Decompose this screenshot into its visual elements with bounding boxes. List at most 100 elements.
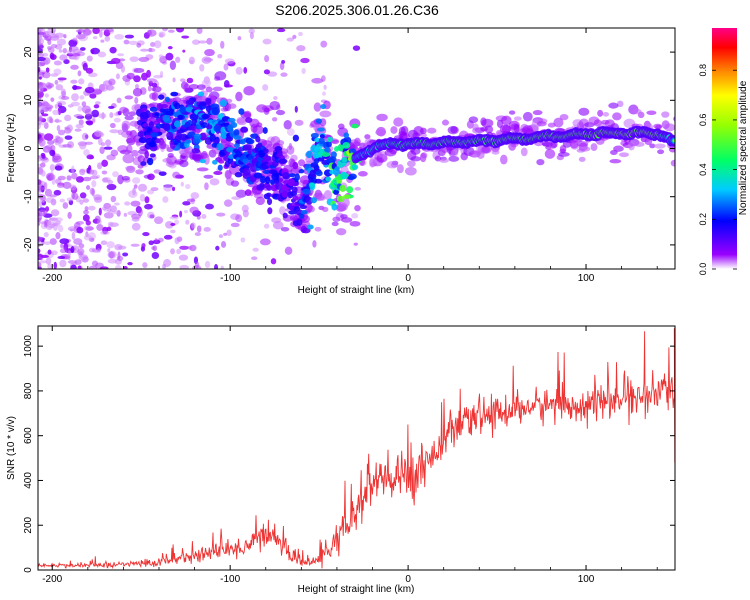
spectral-noise-blob bbox=[75, 123, 84, 129]
spectral-noise-blob bbox=[100, 230, 110, 235]
spectral-noise-blob bbox=[39, 109, 45, 113]
spectral-noise-blob bbox=[67, 250, 72, 257]
spectral-noise-blob bbox=[96, 248, 101, 253]
spectral-noise-blob bbox=[92, 36, 98, 40]
spectral-noise-blob bbox=[38, 179, 42, 185]
spectral-envelope-blob bbox=[255, 196, 265, 206]
spectral-ridge-blob bbox=[262, 148, 269, 154]
snr-y-tick-label: 200 bbox=[23, 516, 34, 533]
spectral-envelope-blob bbox=[189, 84, 199, 90]
spectral-noise-blob bbox=[151, 251, 160, 260]
spectral-ridge-blob bbox=[179, 106, 187, 114]
spectral-ridge-blob bbox=[342, 194, 351, 199]
spectral-noise-blob bbox=[67, 226, 78, 232]
spectral-ridge-blob bbox=[336, 195, 345, 202]
spectral-noise-blob bbox=[58, 49, 63, 53]
spectral-envelope-blob bbox=[166, 155, 177, 165]
spectral-ridge-blob bbox=[328, 156, 337, 163]
spectral-noise-blob bbox=[199, 64, 205, 72]
spectral-ridge-blob bbox=[253, 172, 263, 179]
spectral-noise-blob bbox=[322, 91, 326, 96]
spectral-noise-blob bbox=[183, 209, 188, 214]
spectral-ridge-blob bbox=[166, 131, 174, 140]
spectral-ridge-blob bbox=[262, 127, 268, 134]
spectral-envelope-blob bbox=[256, 122, 263, 128]
spectral-envelope-blob bbox=[269, 100, 281, 111]
spectral-ridge-blob bbox=[302, 188, 311, 195]
spectral-noise-blob bbox=[38, 37, 45, 45]
spectral-envelope-blob bbox=[472, 127, 482, 134]
spectral-noise-blob bbox=[213, 170, 223, 176]
spectral-ridge-blob bbox=[242, 167, 251, 176]
snr-y-tick-label: 600 bbox=[23, 427, 34, 444]
spectral-ridge-blob bbox=[316, 127, 325, 132]
spectral-envelope-blob bbox=[559, 113, 569, 121]
spectral-envelope-blob bbox=[577, 141, 589, 148]
spectral-noise-blob bbox=[49, 164, 56, 171]
spectral-noise-blob bbox=[133, 75, 141, 83]
spectral-noise-blob bbox=[179, 210, 183, 218]
spectral-noise-blob bbox=[83, 234, 93, 241]
spectral-ridge-blob bbox=[150, 132, 159, 138]
spectral-noise-blob bbox=[50, 174, 56, 180]
spectral-envelope-blob bbox=[609, 159, 622, 164]
spectral-noise-blob bbox=[89, 155, 94, 160]
spectral-noise-blob bbox=[109, 46, 117, 54]
spectral-ridge-blob bbox=[246, 138, 255, 145]
spectral-envelope-blob bbox=[410, 156, 421, 162]
spectral-noise-blob bbox=[146, 69, 151, 78]
spectral-noise-blob bbox=[301, 67, 306, 75]
spectrogram-y-tick-label: 10 bbox=[23, 94, 34, 106]
spectral-envelope-blob bbox=[522, 111, 533, 122]
spectral-noise-blob bbox=[67, 104, 74, 108]
spectral-ridge-blob bbox=[317, 157, 325, 162]
spectral-noise-blob bbox=[62, 143, 72, 148]
spectral-noise-blob bbox=[59, 248, 68, 254]
spectral-noise-blob bbox=[62, 47, 68, 54]
spectral-ridge-blob bbox=[217, 164, 223, 171]
spectral-noise-blob bbox=[46, 85, 53, 89]
spectral-noise-blob bbox=[71, 165, 75, 174]
spectral-noise-blob bbox=[70, 79, 78, 84]
spectral-envelope-blob bbox=[427, 127, 437, 134]
spectral-noise-blob bbox=[43, 223, 48, 228]
spectral-noise-blob bbox=[190, 192, 200, 200]
spectral-ridge-blob bbox=[201, 113, 210, 120]
spectral-noise-blob bbox=[147, 189, 155, 195]
spectral-noise-blob bbox=[101, 206, 107, 211]
spectral-ridge-blob bbox=[319, 134, 325, 139]
spectral-noise-blob bbox=[170, 229, 176, 234]
spectral-noise-blob bbox=[70, 246, 75, 254]
spectral-noise-blob bbox=[189, 206, 199, 214]
spectral-noise-blob bbox=[66, 175, 72, 181]
spectral-noise-blob bbox=[248, 28, 255, 34]
spectral-noise-blob bbox=[103, 146, 113, 150]
spectral-ridge-blob bbox=[234, 142, 240, 149]
spectral-noise-blob bbox=[38, 76, 42, 80]
spectral-envelope-blob bbox=[143, 174, 152, 179]
spectral-noise-blob bbox=[109, 251, 114, 259]
spectral-noise-blob bbox=[107, 258, 117, 264]
spectral-noise-blob bbox=[103, 212, 114, 219]
spectral-envelope-blob bbox=[393, 117, 404, 127]
spectral-ridge-blob bbox=[294, 173, 300, 181]
spectral-envelope-blob bbox=[331, 139, 340, 145]
spectral-noise-blob bbox=[47, 139, 55, 145]
spectral-noise-blob bbox=[130, 243, 140, 247]
spectral-noise-blob bbox=[73, 238, 83, 245]
spectral-noise-blob bbox=[140, 48, 149, 52]
spectral-noise-blob bbox=[43, 36, 49, 41]
spectral-ridge-blob bbox=[325, 176, 331, 182]
spectral-envelope-blob bbox=[386, 160, 399, 169]
spectral-envelope-blob bbox=[280, 226, 290, 232]
spectral-noise-blob bbox=[97, 51, 107, 58]
spectral-noise-blob bbox=[71, 231, 76, 240]
spectral-noise-blob bbox=[82, 214, 90, 222]
spectral-envelope-blob bbox=[235, 189, 247, 198]
spectral-noise-blob bbox=[54, 79, 59, 85]
spectral-noise-blob bbox=[141, 72, 148, 81]
spectral-ridge-blob bbox=[292, 181, 299, 187]
spectral-noise-blob bbox=[110, 57, 121, 64]
spectral-noise-blob bbox=[186, 198, 196, 203]
spectral-noise-blob bbox=[251, 256, 258, 261]
